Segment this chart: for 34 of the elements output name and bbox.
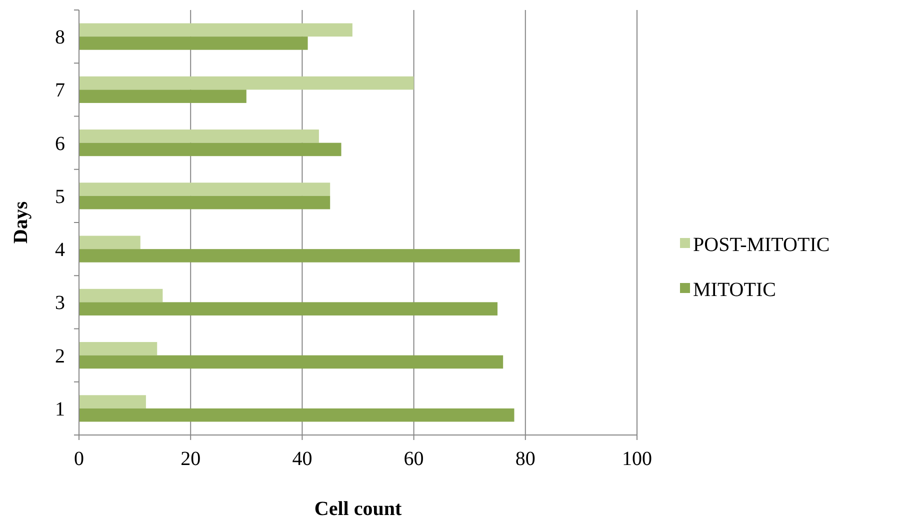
- x-tick-label: 100: [622, 448, 652, 470]
- bar: [79, 355, 504, 369]
- legend-label: MITOTIC: [693, 279, 776, 301]
- bar: [79, 23, 352, 37]
- bar: [79, 90, 246, 103]
- x-axis-title: Cell count: [314, 498, 402, 520]
- y-tick-label: 5: [55, 186, 65, 208]
- y-tick-label: 7: [55, 80, 65, 102]
- bar: [79, 76, 414, 90]
- y-tick-label: 6: [55, 132, 65, 155]
- x-tick-label: 60: [404, 448, 424, 470]
- bar: [79, 130, 319, 143]
- bar: [79, 249, 520, 262]
- bar: [79, 236, 140, 250]
- bar: [79, 302, 498, 316]
- y-tick-label: 8: [55, 26, 65, 49]
- y-tick-label: 4: [55, 239, 65, 262]
- bar: [79, 288, 163, 302]
- bar: [79, 408, 514, 422]
- bar: [79, 395, 146, 408]
- bar: [79, 342, 158, 356]
- bar: [79, 36, 308, 50]
- y-tick-label: 3: [55, 292, 65, 314]
- bar: [79, 182, 330, 196]
- x-tick-label: 40: [292, 448, 312, 470]
- x-tick-label: 80: [515, 448, 536, 470]
- y-tick-label: 2: [55, 345, 65, 368]
- legend-label: POST-MITOTIC: [693, 234, 830, 256]
- bar: [79, 196, 330, 210]
- y-axis-title: Days: [10, 201, 32, 244]
- x-tick-label: 20: [180, 448, 201, 470]
- bar: [79, 142, 342, 156]
- x-tick-label: 0: [74, 448, 84, 470]
- y-tick-label: 1: [55, 398, 65, 420]
